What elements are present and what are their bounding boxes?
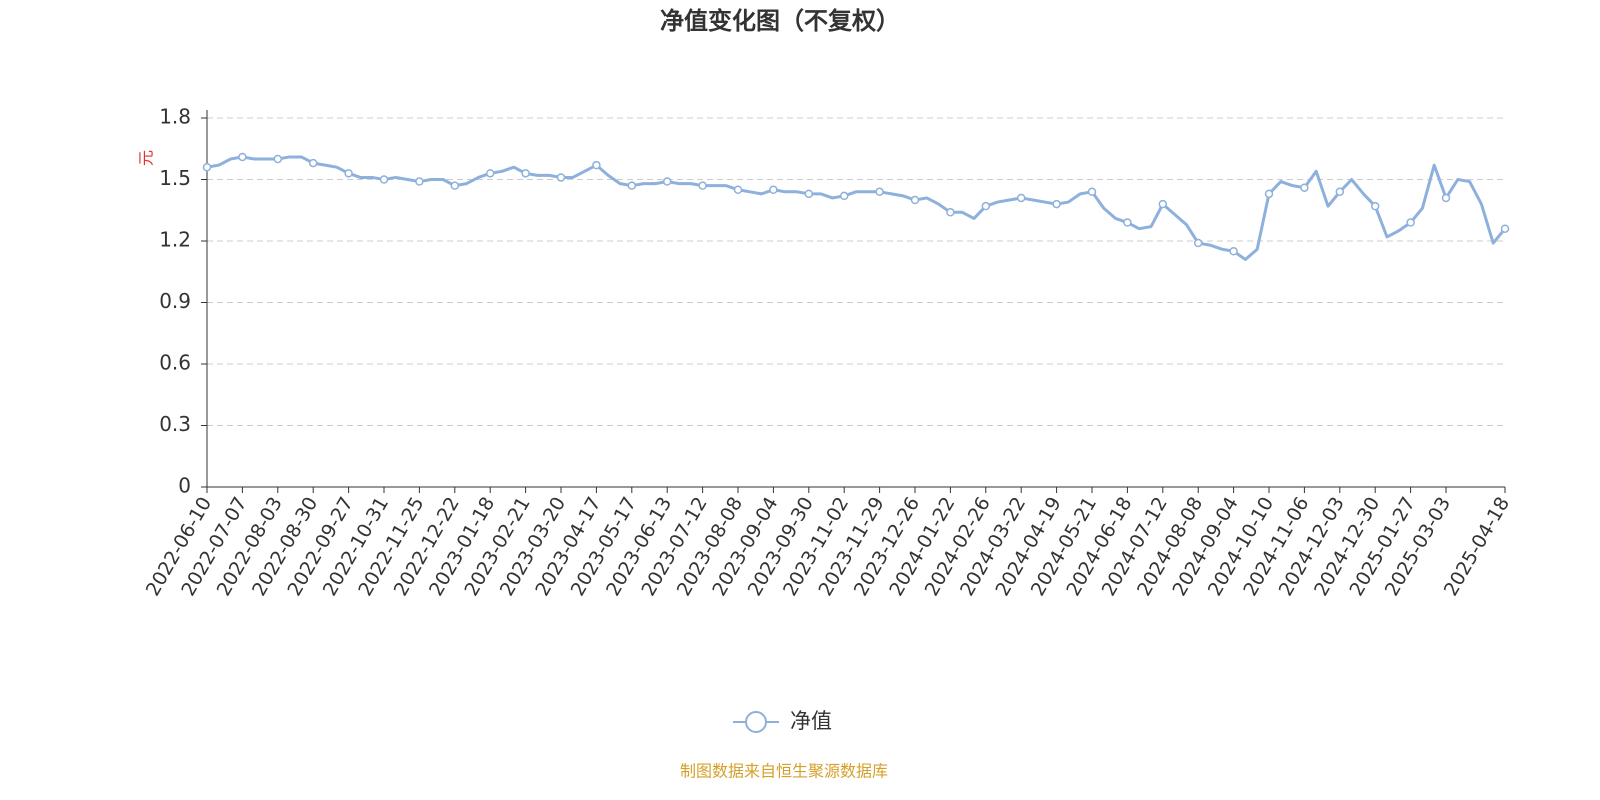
y-tick-label: 0.9 bbox=[159, 289, 191, 313]
data-point bbox=[344, 169, 353, 178]
source-note: 制图数据来自恒生聚源数据库 bbox=[680, 762, 888, 781]
data-point bbox=[1264, 189, 1274, 199]
data-point bbox=[875, 187, 884, 197]
data-point bbox=[1193, 238, 1203, 248]
data-point bbox=[415, 177, 424, 186]
data-point bbox=[273, 154, 283, 164]
legend-label: 净值 bbox=[790, 709, 832, 733]
data-point bbox=[238, 152, 247, 162]
data-point bbox=[450, 181, 460, 190]
data-point bbox=[556, 173, 566, 182]
data-point bbox=[946, 208, 955, 217]
data-point bbox=[1087, 187, 1097, 197]
data-line bbox=[206, 155, 1507, 261]
legend-symbol bbox=[745, 711, 767, 733]
data-point bbox=[202, 162, 212, 172]
data-point bbox=[1406, 218, 1415, 227]
data-point bbox=[1158, 199, 1168, 209]
data-point bbox=[981, 201, 991, 211]
y-axis-label: 元 bbox=[137, 150, 156, 166]
y-tick-label: 0.6 bbox=[159, 351, 191, 375]
chart-title: 净值变化图（不复权） bbox=[660, 7, 900, 35]
data-point bbox=[1300, 183, 1309, 192]
data-point bbox=[1370, 201, 1380, 211]
data-point bbox=[1123, 218, 1132, 227]
data-point bbox=[1229, 247, 1238, 256]
data-point bbox=[839, 191, 849, 201]
data-point bbox=[521, 169, 530, 178]
data-point bbox=[1500, 224, 1510, 233]
data-point bbox=[910, 195, 920, 205]
y-tick-label: 1.2 bbox=[159, 228, 191, 252]
data-point bbox=[662, 177, 672, 186]
data-point bbox=[485, 169, 495, 178]
y-tick-label: 1.8 bbox=[159, 105, 191, 129]
data-point bbox=[1441, 193, 1451, 203]
data-point bbox=[1335, 187, 1345, 197]
y-tick-label: 0 bbox=[178, 474, 191, 498]
data-point bbox=[627, 181, 637, 190]
y-tick-label: 0.3 bbox=[159, 412, 191, 436]
data-point bbox=[1016, 193, 1026, 203]
data-point bbox=[698, 181, 707, 190]
data-point bbox=[1052, 199, 1061, 209]
data-point bbox=[804, 189, 814, 199]
data-point bbox=[379, 175, 389, 184]
y-tick-label: 1.5 bbox=[159, 166, 191, 190]
data-point bbox=[733, 185, 743, 194]
data-point bbox=[769, 185, 778, 194]
data-point bbox=[308, 158, 318, 168]
data-point bbox=[592, 160, 601, 170]
